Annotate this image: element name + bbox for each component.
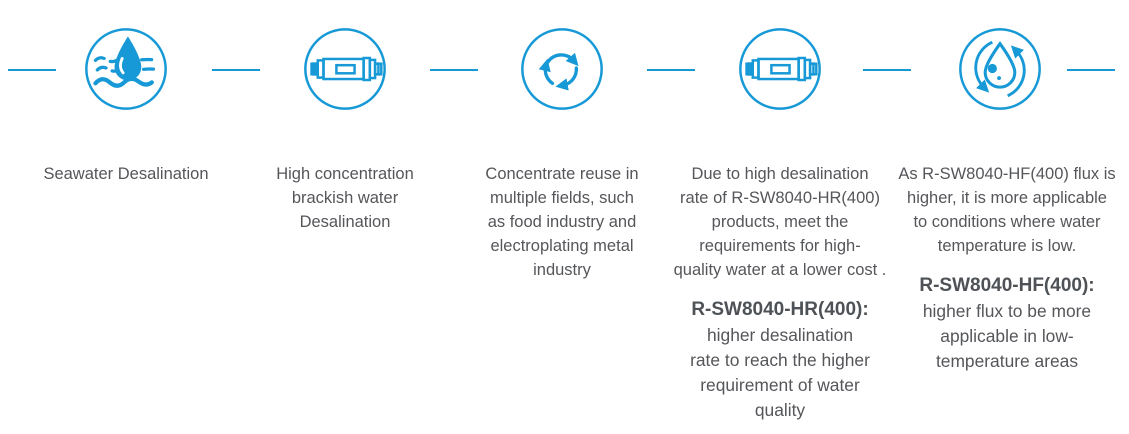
caption-line: as food industry and bbox=[487, 213, 637, 231]
step-caption: As R-SW8040-HF(400) flux is higher, it i… bbox=[885, 162, 1129, 258]
connector-dash bbox=[1067, 69, 1115, 71]
product-line: temperature areas bbox=[935, 351, 1079, 371]
caption-line: Desalination bbox=[299, 213, 391, 231]
caption-line: Due to high desalination bbox=[691, 165, 869, 183]
caption-line: brackish water bbox=[291, 189, 399, 207]
connector-dash bbox=[863, 69, 911, 71]
caption-line: temperature is low. bbox=[937, 237, 1077, 255]
step-icon bbox=[11, 26, 241, 112]
step-column-brackish: High concentration brackish water Desali… bbox=[230, 0, 460, 234]
caption-line: requirements for high- bbox=[699, 237, 861, 255]
product-line: rate to reach the higher bbox=[690, 350, 870, 370]
caption-line: electroplating metal bbox=[490, 237, 634, 255]
product-line: higher desalination bbox=[707, 325, 853, 345]
step-column-seawater: Seawater Desalination bbox=[11, 0, 241, 186]
caption-line: Concentrate reuse in bbox=[485, 165, 639, 183]
product-line: higher flux to be more bbox=[922, 301, 1092, 321]
product-line: quality bbox=[754, 400, 806, 420]
product-line: requirement of water bbox=[700, 375, 860, 395]
step-caption: High concentration brackish water Desali… bbox=[230, 162, 460, 234]
connector-dash bbox=[8, 69, 56, 71]
step-column-hf400: As R-SW8040-HF(400) flux is higher, it i… bbox=[885, 0, 1129, 374]
step-caption: Concentrate reuse in multiple fields, su… bbox=[447, 162, 677, 282]
connector-dash bbox=[212, 69, 260, 71]
membrane-module-icon bbox=[739, 28, 821, 110]
seawater-drop-waves-icon bbox=[85, 28, 167, 110]
step-icon bbox=[885, 26, 1129, 112]
caption-line: higher, it is more applicable bbox=[907, 189, 1107, 207]
product-name-heading: R-SW8040-HF(400): bbox=[919, 275, 1095, 296]
caption-line: High concentration bbox=[276, 165, 414, 183]
step-icon bbox=[663, 26, 897, 112]
caption-line: As R-SW8040-HF(400) flux is bbox=[898, 165, 1116, 183]
membrane-module-icon bbox=[304, 28, 386, 110]
caption-line: multiple fields, such bbox=[490, 189, 634, 207]
step-icon bbox=[230, 26, 460, 112]
product-line: applicable in low- bbox=[940, 326, 1074, 346]
caption-line: quality water at a lower cost . bbox=[673, 261, 887, 279]
caption-line: products, meet the bbox=[711, 213, 849, 231]
caption-line: Seawater Desalination bbox=[43, 165, 209, 183]
product-description: higher desalination rate to reach the hi… bbox=[663, 323, 897, 423]
product-name-heading: R-SW8040-HR(400): bbox=[691, 299, 869, 320]
step-caption: Seawater Desalination bbox=[11, 162, 241, 186]
connector-dash bbox=[647, 69, 695, 71]
step-icon bbox=[447, 26, 677, 112]
caption-line: rate of R-SW8040-HR(400) bbox=[680, 189, 880, 207]
caption-line: to conditions where water bbox=[913, 213, 1101, 231]
water-cycle-drop-icon bbox=[959, 28, 1041, 110]
step-column-concentrate-reuse: Concentrate reuse in multiple fields, su… bbox=[447, 0, 677, 282]
caption-line: industry bbox=[533, 261, 591, 279]
step-caption: Due to high desalination rate of R-SW804… bbox=[663, 162, 897, 282]
product-description: higher flux to be more applicable in low… bbox=[885, 299, 1129, 374]
recycle-arrows-icon bbox=[521, 28, 603, 110]
step-column-hr400: Due to high desalination rate of R-SW804… bbox=[663, 0, 897, 423]
connector-dash bbox=[430, 69, 478, 71]
